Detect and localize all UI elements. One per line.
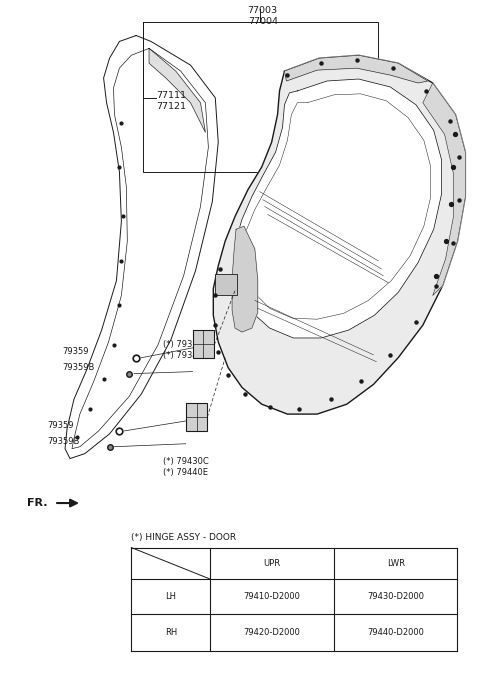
Text: 79359B: 79359B <box>62 363 95 372</box>
Text: 77003
77004: 77003 77004 <box>248 6 278 26</box>
Polygon shape <box>235 79 442 338</box>
Polygon shape <box>285 55 428 83</box>
Bar <box>192 330 214 358</box>
Text: (*) 79330A
(*) 79340: (*) 79330A (*) 79340 <box>163 340 209 360</box>
Polygon shape <box>213 55 466 414</box>
Text: (*) HINGE ASSY - DOOR: (*) HINGE ASSY - DOOR <box>131 533 236 542</box>
Text: 79430-D2000: 79430-D2000 <box>367 592 424 601</box>
Text: LWR: LWR <box>387 559 405 568</box>
Text: (*) 79430C
(*) 79440E: (*) 79430C (*) 79440E <box>163 456 209 476</box>
Bar <box>216 274 237 295</box>
Bar <box>143 22 378 172</box>
Text: 79440-D2000: 79440-D2000 <box>367 628 424 637</box>
Text: FR.: FR. <box>27 498 48 508</box>
Text: 79420-D2000: 79420-D2000 <box>244 628 300 637</box>
Polygon shape <box>423 83 466 295</box>
Text: 79359B: 79359B <box>47 437 80 446</box>
Text: 79410-D2000: 79410-D2000 <box>244 592 300 601</box>
Polygon shape <box>232 226 258 332</box>
Text: UPR: UPR <box>264 559 281 568</box>
Text: 79359: 79359 <box>62 347 89 356</box>
Bar <box>186 403 207 431</box>
Text: 77111
77121: 77111 77121 <box>156 91 186 111</box>
Text: LH: LH <box>165 592 176 601</box>
Text: RH: RH <box>165 628 177 637</box>
Polygon shape <box>149 48 205 133</box>
Text: 79359: 79359 <box>47 421 74 431</box>
